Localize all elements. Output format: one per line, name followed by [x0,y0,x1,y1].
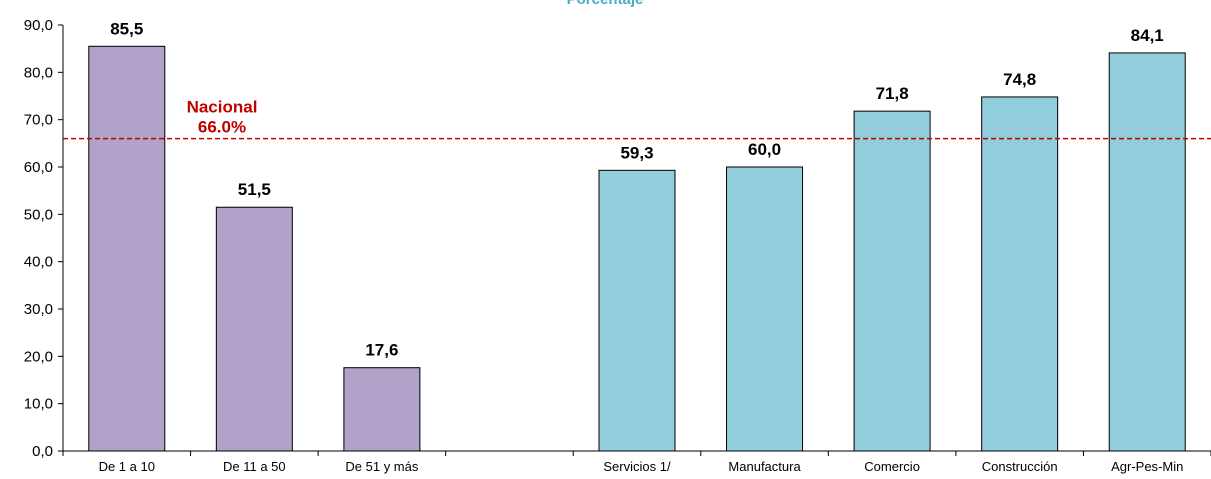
bar [726,166,804,452]
bar [981,96,1059,452]
y-tick-label: 50,0 [24,206,53,223]
data-label: 60,0 [748,140,781,159]
x-category-label: Comercio [864,459,920,474]
x-category-label: Manufactura [728,459,801,474]
y-tick-label: 90,0 [24,17,53,34]
bar [1108,52,1186,452]
y-tick-label: 60,0 [24,159,53,176]
y-tick-label: 20,0 [24,348,53,365]
bar [598,169,676,452]
x-axis: De 1 a 10 De 11 a 50 De 51 y más Servicios … [62,450,1211,474]
x-category-label: De 11 a 50 [223,459,286,474]
x-category-label: Agr-Pes-Min [1111,459,1183,474]
y-axis: 0,0 10,0 20,0 30,0 40,0 50,0 60,0 70,0 80,0 90,0 [24,17,64,460]
data-label: 84,1 [1131,26,1164,45]
data-label: 17,6 [365,341,398,360]
y-tick-label: 10,0 [24,396,53,413]
data-label: 51,5 [238,180,271,199]
y-tick-label: 40,0 [24,254,53,271]
bar [88,45,166,452]
reference-label-name: Nacional [187,98,258,117]
data-label: 59,3 [620,143,653,162]
x-category-label: Construcción [982,459,1058,474]
bar [215,206,293,452]
y-tick-label: 70,0 [24,112,53,129]
y-tick-label: 0,0 [32,443,53,460]
bar [343,367,421,452]
x-category-label: De 51 y más [345,459,418,474]
bar [853,110,931,452]
bar-series: 85,5 51,5 17,6 59,3 60,0 71,8 74,8 84,1 [88,19,1186,452]
x-category-label: De 1 a 10 [99,459,155,474]
y-tick-label: 80,0 [24,64,53,81]
x-category-label: Servicios 1/ [603,459,671,474]
chart-title-fragment: Porcentaje [567,0,644,8]
data-label: 74,8 [1003,70,1036,89]
y-tick-label: 30,0 [24,301,53,318]
data-label: 85,5 [110,19,143,38]
data-label: 71,8 [876,84,909,103]
reference-label-value: 66.0% [198,118,246,137]
